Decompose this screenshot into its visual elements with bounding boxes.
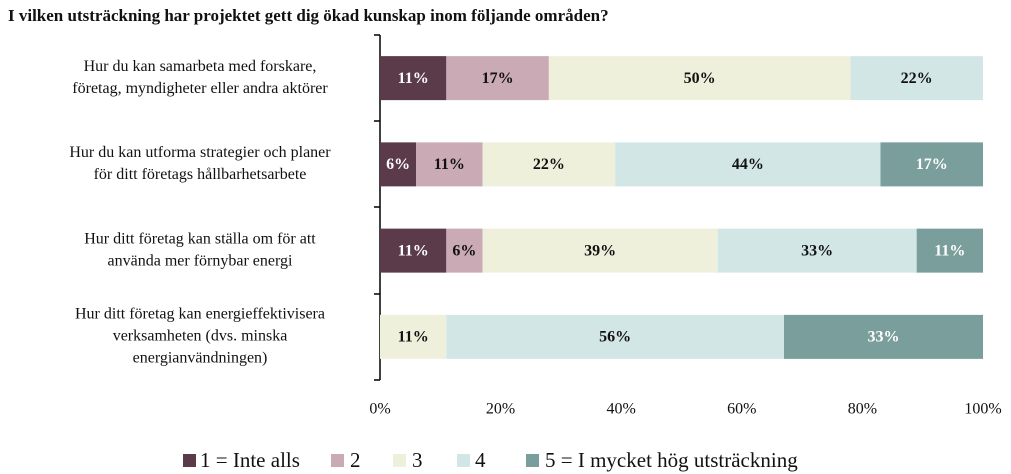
legend-swatch — [183, 454, 196, 467]
value-label: 11% — [398, 70, 429, 87]
category-label: verksamheten (dvs. minska — [113, 328, 288, 345]
category-label: Hur ditt företag kan energieffektivisera — [75, 306, 325, 323]
value-label: 6% — [386, 156, 410, 173]
value-label: 22% — [533, 156, 565, 173]
bar-segment — [880, 142, 983, 187]
value-label: 44% — [732, 156, 764, 173]
value-label: 17% — [482, 70, 514, 87]
category-label: energianvändningen) — [133, 350, 268, 367]
bar-segment — [615, 142, 881, 187]
bar-segment — [416, 142, 483, 187]
bar-segment — [446, 314, 785, 359]
legend-label: 5 = I mycket hög utsträckning — [545, 448, 798, 472]
bar-segment — [482, 142, 616, 187]
bar-segment — [548, 56, 851, 101]
legend-label: 4 — [475, 448, 486, 472]
legend-swatch — [393, 454, 406, 467]
value-label: 33% — [801, 242, 833, 259]
legend-label: 1 = Inte alls — [200, 448, 300, 472]
bar-segment — [380, 314, 447, 359]
category-label: Hur du kan utforma strategier och planer — [69, 144, 331, 161]
x-tick-label: 40% — [607, 401, 636, 418]
legend-label: 3 — [412, 448, 423, 472]
category-label: använda mer förnybar energi — [108, 252, 294, 269]
value-label: 6% — [452, 242, 476, 259]
x-tick-label: 20% — [486, 401, 515, 418]
legend-label: 2 — [350, 448, 361, 472]
chart-title: I vilken utsträckning har projektet gett… — [8, 6, 609, 25]
x-tick-label: 80% — [848, 401, 877, 418]
x-tick-label: 0% — [369, 401, 390, 418]
bar-segment — [717, 228, 917, 273]
value-label: 11% — [398, 329, 429, 346]
value-label: 33% — [868, 329, 900, 346]
legend-swatch — [457, 454, 470, 467]
value-label: 11% — [398, 242, 429, 259]
bar-segment — [482, 228, 718, 273]
bar-segment — [380, 56, 447, 101]
bar-segment — [784, 314, 983, 359]
category-label: för ditt företags hållbarhetsarbete — [94, 166, 307, 183]
x-tick-label: 100% — [964, 401, 1001, 418]
value-label: 11% — [934, 242, 965, 259]
value-label: 17% — [916, 156, 948, 173]
value-label: 22% — [901, 70, 933, 87]
bar-segment — [380, 142, 417, 187]
category-label: Hur du kan samarbeta med forskare, — [84, 58, 317, 75]
bar-segment — [446, 228, 483, 273]
value-label: 50% — [684, 70, 716, 87]
legend-swatch — [331, 454, 344, 467]
x-tick-label: 60% — [727, 401, 756, 418]
value-label: 11% — [434, 156, 465, 173]
bar-segment — [446, 56, 549, 101]
bar-segment — [380, 228, 447, 273]
value-label: 39% — [584, 242, 616, 259]
legend-swatch — [526, 454, 539, 467]
bar-segment — [916, 228, 983, 273]
category-label: Hur ditt företag kan ställa om för att — [84, 230, 316, 247]
y-axis — [374, 34, 381, 381]
value-label: 56% — [599, 329, 631, 346]
bar-segment — [850, 56, 983, 101]
category-label: företag, myndigheter eller andra aktörer — [72, 80, 328, 97]
